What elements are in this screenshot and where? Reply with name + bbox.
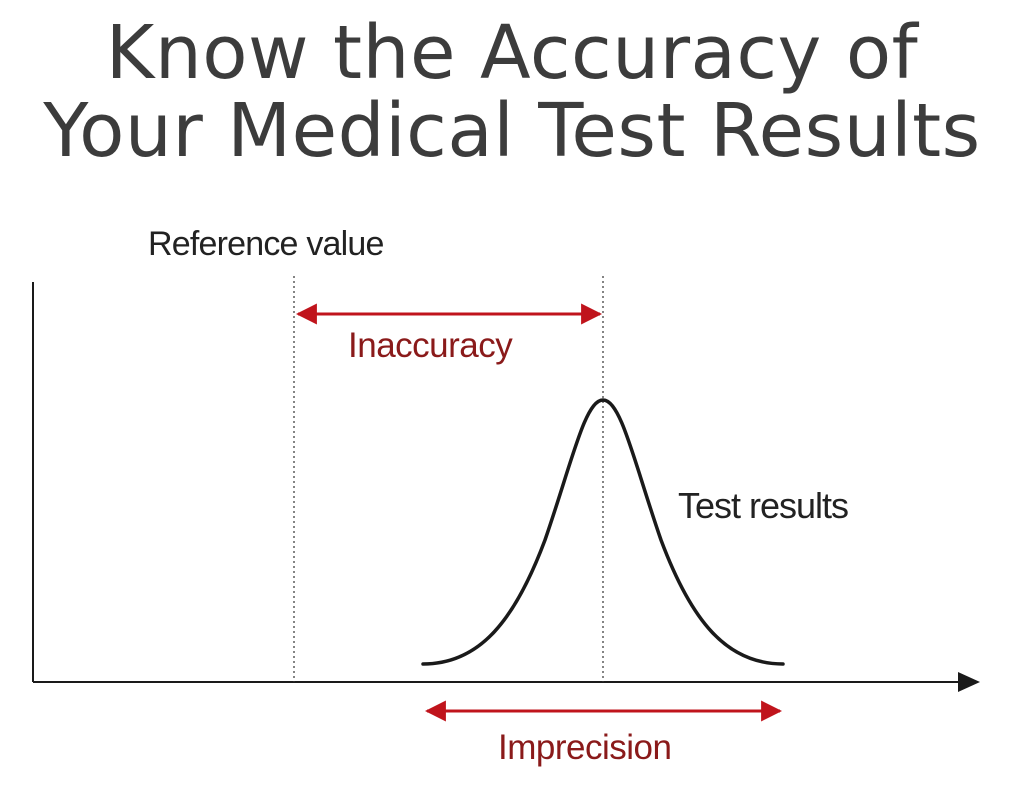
inaccuracy-label: Inaccuracy <box>348 326 513 365</box>
title-line-2: Your Medical Test Results <box>43 88 981 174</box>
page-title: Know the Accuracy of Your Medical Test R… <box>0 14 1024 170</box>
x-axis-arrowhead <box>958 672 980 692</box>
test-results-label: Test results <box>678 485 848 526</box>
imprecision-label: Imprecision <box>498 728 671 767</box>
test-results-curve <box>421 398 785 666</box>
reference-value-label: Reference value <box>148 225 384 263</box>
title-line-1: Know the Accuracy of <box>105 10 919 96</box>
